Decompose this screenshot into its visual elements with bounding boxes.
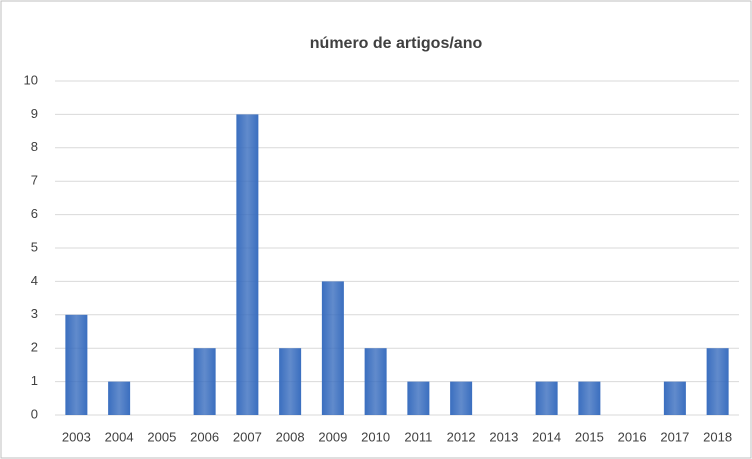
x-tick-label: 2017: [660, 429, 689, 444]
y-tick-label: 5: [31, 239, 38, 254]
bar: [193, 348, 216, 415]
y-tick-label: 7: [31, 173, 38, 188]
bar: [279, 348, 302, 415]
bar: [450, 381, 473, 415]
y-tick-label: 2: [31, 340, 38, 355]
x-tick-label: 2003: [62, 429, 91, 444]
x-tick-label: 2008: [276, 429, 305, 444]
x-tick-label: 2007: [233, 429, 262, 444]
y-tick-label: 9: [31, 106, 38, 121]
y-tick-label: 8: [31, 139, 38, 154]
y-tick-label: 1: [31, 373, 38, 388]
x-tick-label: 2015: [575, 429, 604, 444]
x-tick-label: 2018: [703, 429, 732, 444]
x-tick-label: 2016: [618, 429, 647, 444]
bar: [236, 114, 259, 416]
x-tick-label: 2004: [105, 429, 134, 444]
bar: [407, 381, 430, 415]
x-tick-label: 2009: [318, 429, 347, 444]
bar: [706, 348, 729, 415]
bar: [65, 314, 88, 415]
x-tick-label: 2011: [404, 429, 432, 444]
bar: [364, 348, 387, 415]
x-tick-label: 2010: [361, 429, 390, 444]
bar: [578, 381, 601, 415]
x-tick-label: 2012: [447, 429, 476, 444]
x-tick-label: 2014: [532, 429, 561, 444]
y-tick-label: 0: [31, 406, 38, 421]
bar: [535, 381, 558, 415]
y-tick-label: 4: [31, 273, 38, 288]
bar: [108, 381, 131, 415]
bar: [321, 281, 344, 415]
y-tick-label: 10: [24, 72, 38, 87]
x-tick-label: 2013: [489, 429, 518, 444]
bar: [663, 381, 686, 415]
chart-title: número de artigos/ano: [310, 35, 483, 52]
x-tick-label: 2006: [190, 429, 219, 444]
y-tick-label: 6: [31, 206, 38, 221]
x-tick-label: 2005: [147, 429, 176, 444]
y-tick-label: 3: [31, 306, 38, 321]
